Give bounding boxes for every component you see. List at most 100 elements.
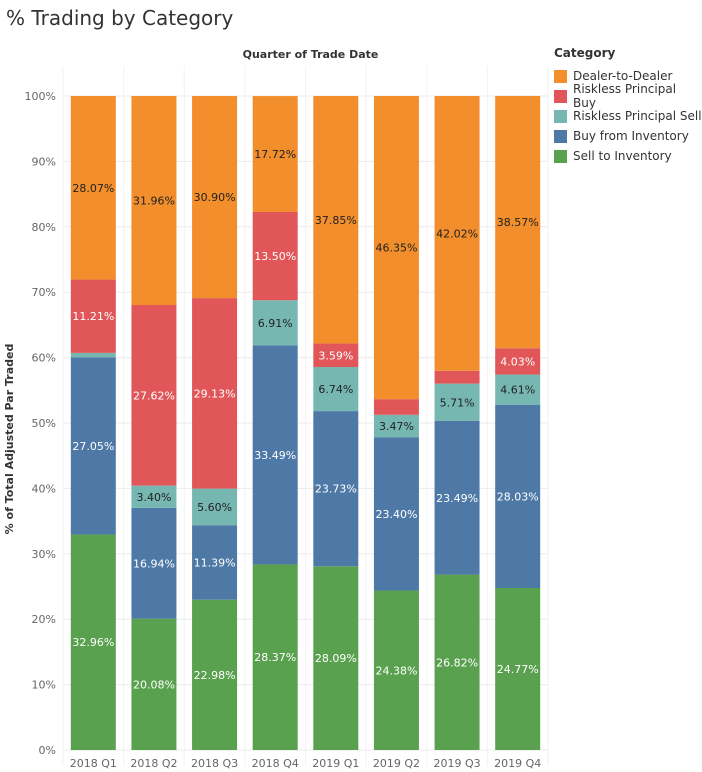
bar-segment-dealer-to-dealer xyxy=(131,96,177,306)
bar-segment-buy-from-inventory xyxy=(434,420,480,575)
data-label: 24.38% xyxy=(375,664,417,677)
x-tick-label: 2018 Q3 xyxy=(191,757,238,770)
bar-segment-riskless-principal-buy xyxy=(495,348,541,375)
bar-segment-buy-from-inventory xyxy=(192,525,238,600)
bar-segment-dealer-to-dealer xyxy=(70,96,116,280)
x-tick-label: 2019 Q1 xyxy=(312,757,359,770)
bar-segment-riskless-principal-sell xyxy=(70,352,116,358)
data-label: 3.47% xyxy=(379,420,414,433)
bar-segment-riskless-principal-buy xyxy=(434,370,480,384)
bar-segment-riskless-principal-buy xyxy=(192,298,238,489)
data-label: 28.03% xyxy=(497,490,539,503)
data-label: 4.03% xyxy=(500,355,535,368)
legend-label: Riskless Principal Sell xyxy=(573,109,702,123)
data-label: 20.08% xyxy=(133,678,175,691)
data-label: 3.59% xyxy=(318,349,353,362)
x-tick-label: 2018 Q1 xyxy=(70,757,117,770)
y-axis-title: % of Total Adjusted Par Traded xyxy=(3,344,16,535)
bar-segment-buy-from-inventory xyxy=(252,345,298,565)
y-tick-label: 30% xyxy=(32,548,56,561)
bar-segment-sell-to-inventory xyxy=(252,564,298,750)
data-label: 28.07% xyxy=(72,182,114,195)
legend-item[interactable]: Dealer-to-Dealer xyxy=(554,66,702,86)
data-label: 4.61% xyxy=(500,384,535,397)
y-tick-label: 50% xyxy=(32,417,56,430)
x-axis-title: Quarter of Trade Date xyxy=(243,48,379,61)
bar-segment-riskless-principal-sell xyxy=(373,414,419,438)
bar-segment-riskless-principal-sell xyxy=(131,485,177,508)
legend-item[interactable]: Sell to Inventory xyxy=(554,146,702,166)
bar-segment-sell-to-inventory xyxy=(495,588,541,750)
bar-segment-buy-from-inventory xyxy=(70,357,116,535)
data-label: 28.09% xyxy=(315,652,357,665)
x-tick-label: 2019 Q4 xyxy=(494,757,541,770)
bar-segment-riskless-principal-sell xyxy=(192,488,238,526)
bar-segment-riskless-principal-sell xyxy=(495,374,541,405)
y-tick-label: 0% xyxy=(39,744,56,757)
data-label: 27.05% xyxy=(72,440,114,453)
data-label: 11.21% xyxy=(72,310,114,323)
data-label: 24.77% xyxy=(497,663,539,676)
y-tick-label: 70% xyxy=(32,286,56,299)
y-tick-label: 80% xyxy=(32,221,56,234)
bar-segment-riskless-principal-buy xyxy=(313,343,359,368)
data-label: 13.50% xyxy=(254,250,296,263)
legend-item[interactable]: Riskless Principal Buy xyxy=(554,82,702,110)
legend-item[interactable]: Riskless Principal Sell xyxy=(554,106,702,126)
legend-label: Buy from Inventory xyxy=(573,129,689,143)
bar-segment-sell-to-inventory xyxy=(131,618,177,750)
bar-segment-buy-from-inventory xyxy=(131,507,177,619)
bar-segment-buy-from-inventory xyxy=(495,404,541,589)
y-tick-label: 20% xyxy=(32,613,56,626)
y-tick-label: 100% xyxy=(25,90,56,103)
x-tick-label: 2018 Q2 xyxy=(130,757,177,770)
bar-segment-dealer-to-dealer xyxy=(252,96,298,212)
legend-title: Category xyxy=(554,46,616,60)
data-label: 6.91% xyxy=(258,317,293,330)
bar-segment-dealer-to-dealer xyxy=(434,96,480,371)
x-tick-label: 2019 Q2 xyxy=(373,757,420,770)
bar-segment-buy-from-inventory xyxy=(313,411,359,567)
y-tick-label: 40% xyxy=(32,482,56,495)
chart-title: % Trading by Category xyxy=(6,6,234,30)
legend-swatch xyxy=(554,149,567,163)
data-label: 23.40% xyxy=(375,508,417,521)
bar-segment-riskless-principal-sell xyxy=(252,300,298,346)
data-label: 22.98% xyxy=(194,669,236,682)
data-label: 32.96% xyxy=(72,636,114,649)
y-tick-label: 10% xyxy=(32,679,56,692)
bar-segment-sell-to-inventory xyxy=(70,534,116,750)
data-label: 23.49% xyxy=(436,492,478,505)
legend-swatch xyxy=(554,129,567,143)
legend-item[interactable]: Buy from Inventory xyxy=(554,126,702,146)
bar-segment-dealer-to-dealer xyxy=(495,95,541,349)
bar-segment-riskless-principal-buy xyxy=(131,305,177,486)
bar-segment-riskless-principal-buy xyxy=(252,211,298,301)
data-label: 31.96% xyxy=(133,195,175,208)
legend-label: Dealer-to-Dealer xyxy=(573,69,673,83)
bar-segment-riskless-principal-buy xyxy=(373,399,419,415)
data-label: 33.49% xyxy=(254,449,296,462)
data-label: 28.37% xyxy=(254,651,296,664)
bar-segment-dealer-to-dealer xyxy=(192,96,238,299)
bar-segment-riskless-principal-sell xyxy=(434,383,480,421)
bar-segment-riskless-principal-sell xyxy=(313,367,359,412)
bar-segment-sell-to-inventory xyxy=(434,574,480,750)
data-label: 38.57% xyxy=(497,216,539,229)
data-label: 17.72% xyxy=(254,148,296,161)
y-tick-label: 90% xyxy=(32,155,56,168)
data-label: 16.94% xyxy=(133,557,175,570)
legend-swatch xyxy=(554,89,567,103)
bar-segment-sell-to-inventory xyxy=(192,599,238,750)
data-label: 23.73% xyxy=(315,483,357,496)
data-label: 37.85% xyxy=(315,214,357,227)
bar-segment-sell-to-inventory xyxy=(373,590,419,750)
data-label: 6.74% xyxy=(318,383,353,396)
data-label: 11.39% xyxy=(194,556,236,569)
data-label: 42.02% xyxy=(436,227,478,240)
legend-label: Riskless Principal Buy xyxy=(573,82,677,110)
bar-segment-riskless-principal-buy xyxy=(70,279,116,353)
bar-segment-dealer-to-dealer xyxy=(373,96,419,400)
data-label: 30.90% xyxy=(194,191,236,204)
